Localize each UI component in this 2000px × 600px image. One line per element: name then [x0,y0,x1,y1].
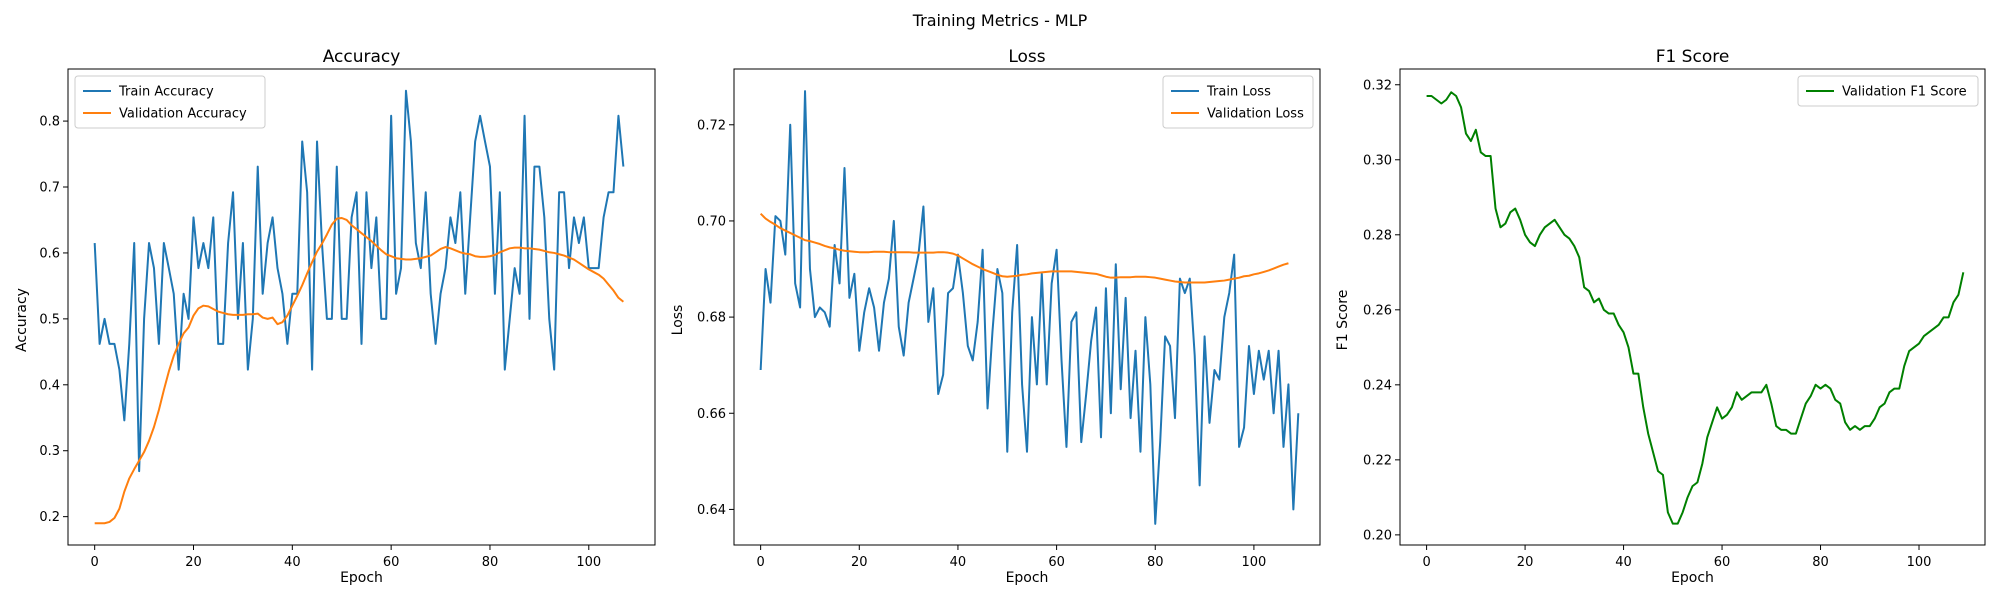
accuracy-x-axis-label: Epoch [340,570,383,586]
f1-score-chart: F1 Score Epoch F1 Score 0 20 40 60 80 100 0.20… [1335,47,1986,586]
f1-score-legend: Validation F1 Score [1797,75,1979,107]
f1-score-x-tick-label: 60 [1714,555,1731,570]
f1-score-x-tick-label: 0 [1422,555,1430,570]
accuracy-legend: Train Accuracy Validation Accuracy [74,75,266,129]
accuracy-y-tick-label: 0.4 [39,378,60,393]
loss-x-tick-label: 80 [1147,555,1164,570]
f1-score-legend-label: Validation F1 Score [1842,85,1967,100]
accuracy-y-tick-label: 0.6 [39,246,60,261]
loss-y-tick-label: 0.66 [697,407,726,422]
loss-x-tick-label: 60 [1048,555,1065,570]
loss-legend-label: Train Loss [1206,85,1271,100]
accuracy-chart-title: Accuracy [323,47,401,67]
accuracy-chart: Accuracy Epoch Accuracy 0 20 40 60 80 100 0.2 0… [14,47,656,586]
loss-y-tick-label: 0.72 [697,118,726,133]
loss-y-tick-label: 0.70 [697,214,726,229]
accuracy-series-line-1 [93,89,625,473]
f1-score-x-tick-label: 80 [1812,555,1829,570]
loss-x-tick-label: 100 [1241,555,1266,570]
f1-score-series-line-1 [1426,91,1965,525]
f1-score-y-tick-label: 0.32 [1363,78,1392,93]
accuracy-x-tick-label: 0 [91,555,99,570]
f1-score-legend-box [1797,75,1979,107]
f1-score-x-tick-label: 40 [1615,555,1632,570]
loss-x-axis-label: Epoch [1006,570,1049,586]
loss-x-tick-label: 0 [756,555,764,570]
f1-score-y-tick-label: 0.28 [1363,228,1392,243]
accuracy-x-tick-label: 80 [482,555,499,570]
accuracy-y-axis-label: Accuracy [14,288,30,352]
accuracy-x-tick-label: 60 [383,555,400,570]
accuracy-legend-label: Train Accuracy [118,85,214,100]
accuracy-x-tick-label: 20 [185,555,202,570]
loss-y-tick-label: 0.68 [697,311,726,326]
loss-series-line-2 [759,213,1289,284]
f1-score-y-tick-label: 0.24 [1363,378,1392,393]
loss-legend-box [1162,75,1314,129]
accuracy-legend-label: Validation Accuracy [119,107,247,122]
f1-score-y-tick-label: 0.22 [1363,453,1392,468]
f1-score-axes-frame [1399,68,1986,546]
f1-score-x-tick-label: 100 [1907,555,1932,570]
loss-chart: Loss Epoch Loss 0 20 40 60 80 100 0.64 0.66 0.68… [670,47,1321,586]
accuracy-y-tick-label: 0.5 [39,312,60,327]
f1-score-x-axis-label: Epoch [1671,570,1714,586]
figure-title: Training Metrics - MLP [912,11,1088,30]
f1-score-chart-title: F1 Score [1656,47,1730,67]
accuracy-y-tick-label: 0.7 [39,181,60,196]
accuracy-y-tick-label: 0.2 [39,510,60,525]
accuracy-axes-frame [67,68,656,546]
loss-x-tick-label: 20 [851,555,868,570]
loss-legend-label: Validation Loss [1207,107,1304,122]
accuracy-series-line-2 [94,217,625,525]
loss-x-tick-label: 40 [950,555,967,570]
loss-axes-frame [733,68,1321,546]
accuracy-x-tick-label: 40 [284,555,301,570]
accuracy-legend-box [74,75,266,129]
f1-score-x-tick-label: 20 [1517,555,1534,570]
loss-y-tick-label: 0.64 [697,503,726,518]
f1-score-y-tick-label: 0.20 [1363,528,1392,543]
f1-score-y-tick-label: 0.26 [1363,303,1392,318]
loss-legend: Train Loss Validation Loss [1162,75,1314,129]
accuracy-y-tick-label: 0.3 [39,444,60,459]
loss-series-line-1 [759,90,1300,525]
f1-score-y-axis-label: F1 Score [1335,290,1351,351]
accuracy-x-tick-label: 100 [576,555,601,570]
loss-chart-title: Loss [1008,47,1045,67]
loss-y-axis-label: Loss [670,305,686,336]
accuracy-y-tick-label: 0.8 [39,115,60,130]
f1-score-y-tick-label: 0.30 [1363,153,1392,168]
